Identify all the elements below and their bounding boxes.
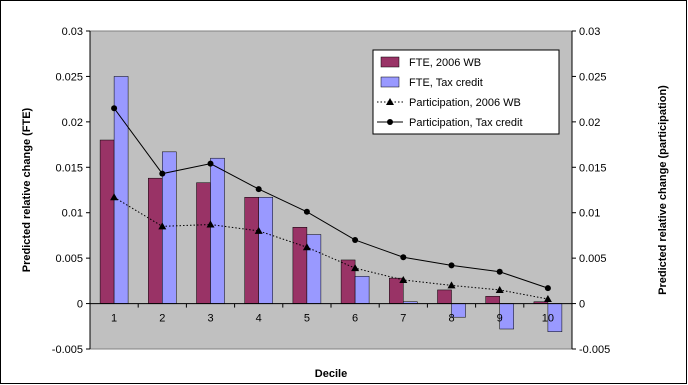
legend-box <box>372 49 560 135</box>
point-s1-7 <box>399 275 408 283</box>
y2-tick-label-1: 0 <box>579 299 585 311</box>
point-s1-3 <box>206 220 215 228</box>
line-series-2 <box>113 107 549 289</box>
point-s2-6 <box>352 236 359 243</box>
point-s1-10 <box>543 295 552 303</box>
lines-layer <box>110 105 552 303</box>
legend-item-2: FTE, Tax credit <box>380 76 483 89</box>
point-s2-4 <box>255 186 262 193</box>
legend-item-4: Participation, Tax credit <box>377 117 523 129</box>
bar-s1-5 <box>292 227 308 304</box>
point-s2-10 <box>544 285 551 292</box>
y-axis-title: Predicted relative change (FTE) <box>21 107 33 272</box>
y2-tick-label-0: -0.005 <box>579 344 610 356</box>
bar-s2-5 <box>306 234 322 304</box>
x-tick-label-10: 10 <box>542 313 554 325</box>
y2-tick-label-5: 0.02 <box>579 117 600 129</box>
legend-label-2: FTE, Tax credit <box>409 77 483 89</box>
bar-s2-3 <box>210 157 225 304</box>
y2-tick-label-7: 0.03 <box>579 26 600 38</box>
y-tick-label-1: 0 <box>77 299 83 311</box>
y2-tick-label-3: 0.01 <box>579 208 600 220</box>
y-tick-label-4: 0.015 <box>55 162 83 174</box>
legend-item-1: FTE, 2006 WB <box>380 56 481 69</box>
legend-item-3: Participation, 2006 WB <box>377 97 521 109</box>
y2-axis-title: Predicted relative change (participation… <box>657 85 669 295</box>
point-s2-3 <box>207 160 214 167</box>
point-s2-5 <box>303 208 310 215</box>
x-tick-label-8: 8 <box>448 313 454 325</box>
y-tick-label-7: 0.03 <box>62 26 83 38</box>
point-s2-9 <box>496 268 503 275</box>
y-tick-label-6: 0.025 <box>55 71 83 83</box>
point-s2-1 <box>111 105 118 112</box>
x-axis-title: Decile <box>315 368 347 380</box>
bar-s1-2 <box>148 177 163 304</box>
bar-s2-6 <box>354 276 370 304</box>
x-tick-label-9: 9 <box>497 313 503 325</box>
bar-s1-1 <box>99 139 115 304</box>
point-s2-7 <box>400 254 407 261</box>
legend-marker-3 <box>386 98 394 105</box>
point-s1-6 <box>351 264 360 272</box>
legend-marker-4 <box>387 119 393 125</box>
line-series-1 <box>113 196 548 300</box>
legend-swatch-1 <box>380 56 400 68</box>
y-tick-label-5: 0.02 <box>62 117 83 129</box>
x-tick-label-6: 6 <box>352 313 358 325</box>
x-tick-label-7: 7 <box>400 313 406 325</box>
point-s1-5 <box>302 243 311 251</box>
bar-s1-3 <box>196 182 211 304</box>
y2-tick-label-2: 0.005 <box>579 253 607 265</box>
axes-layer <box>86 30 576 350</box>
bar-s1-6 <box>340 259 356 304</box>
legend-label-4: Participation, Tax credit <box>409 117 523 129</box>
point-s1-1 <box>110 193 119 201</box>
bar-s1-4 <box>244 197 259 304</box>
x-tick-label-5: 5 <box>304 313 310 325</box>
y-tick-label-2: 0.005 <box>55 253 83 265</box>
legend: FTE, 2006 WB FTE, Tax credit Participation… <box>372 49 560 135</box>
y-tick-label-3: 0.01 <box>62 208 83 220</box>
x-tick-label-2: 2 <box>159 313 165 325</box>
x-tick-label-3: 3 <box>207 313 213 325</box>
x-tick-label-4: 4 <box>256 313 262 325</box>
point-s1-8 <box>447 281 456 289</box>
legend-label-1: FTE, 2006 WB <box>409 57 481 69</box>
point-s1-4 <box>254 226 263 234</box>
legend-swatch-2 <box>380 76 400 88</box>
x-tick-label-1: 1 <box>111 313 117 325</box>
point-s1-2 <box>158 222 167 230</box>
bar-s2-4 <box>258 197 273 304</box>
y2-tick-label-4: 0.015 <box>579 162 607 174</box>
point-s2-2 <box>159 170 166 177</box>
legend-label-3: Participation, 2006 WB <box>409 97 521 109</box>
point-s1-9 <box>495 285 504 293</box>
y-tick-label-0: -0.005 <box>52 344 83 356</box>
bar-s1-9 <box>485 296 500 304</box>
ticks-layer: -0.005 -0.005 0 0 0.005 0.005 0.01 0.01 0.015 0.0… <box>52 26 610 356</box>
point-s2-8 <box>448 262 455 269</box>
y2-tick-label-6: 0.025 <box>579 71 607 83</box>
bar-s1-8 <box>437 289 452 304</box>
